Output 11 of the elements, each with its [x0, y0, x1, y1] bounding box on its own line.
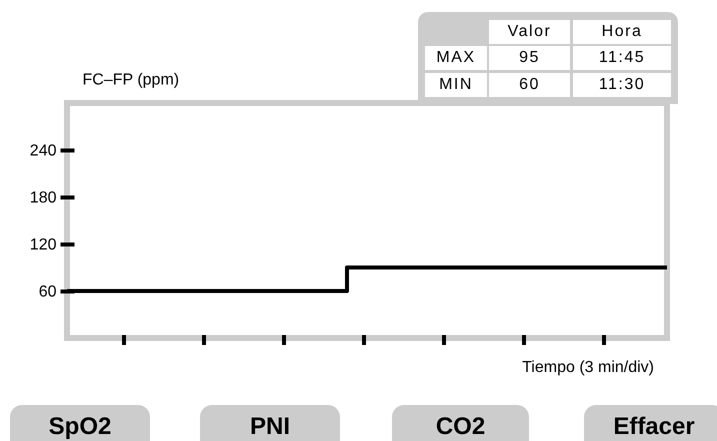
button[interactable]: PNI: [200, 405, 340, 441]
summary-table: Valor Hora MAX 95 11:45 MIN 60 11:30: [418, 12, 678, 104]
x-axis-title: Tiempo (3 min/div): [522, 359, 654, 376]
button[interactable]: CO2: [392, 405, 529, 441]
y-tick-label: 120: [30, 236, 57, 254]
button[interactable]: SpO2: [10, 405, 150, 441]
y-axis-title: FC–FP (ppm): [82, 72, 180, 88]
y-tick-label: 240: [30, 142, 57, 160]
button[interactable]: Effacer: [584, 405, 717, 441]
y-tick-label: 180: [30, 190, 57, 206]
y-tick-label: 60: [38, 284, 57, 300]
